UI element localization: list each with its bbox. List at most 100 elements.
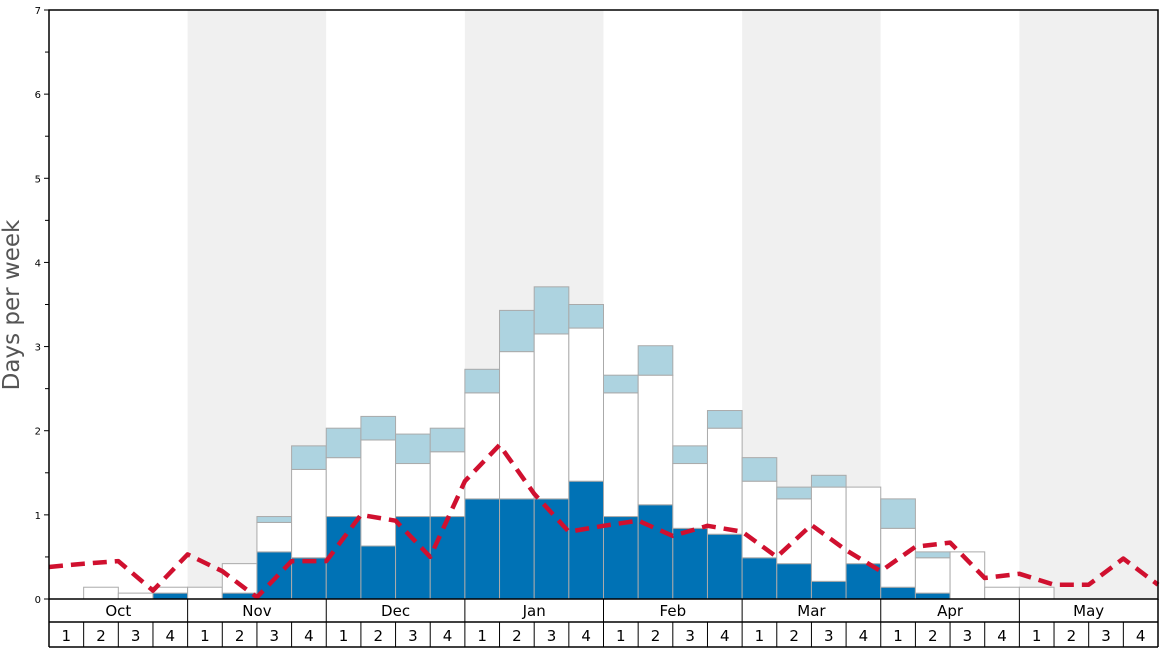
bar-light — [325, 427, 362, 459]
week-label: 2 — [235, 627, 245, 645]
bar-white — [325, 457, 362, 518]
week-label: 4 — [304, 627, 314, 645]
y-tick-label: 3 — [35, 343, 41, 354]
bar-dark — [152, 592, 189, 600]
bar-dark — [776, 563, 812, 600]
bar-light — [499, 309, 535, 353]
bar-light — [706, 410, 743, 429]
month-label: Mar — [797, 602, 826, 620]
y-tick-label: 0 — [35, 595, 41, 606]
week-label: 3 — [269, 627, 279, 645]
week-label: 4 — [859, 627, 869, 645]
bar-white — [395, 463, 431, 518]
bar-white — [672, 463, 708, 529]
bar-white — [984, 586, 1020, 600]
y-tick-label: 4 — [35, 258, 41, 269]
week-label: 3 — [547, 627, 557, 645]
bar-white — [464, 392, 501, 500]
month-label: Feb — [660, 602, 687, 620]
week-label: 4 — [166, 627, 176, 645]
bar-dark — [741, 557, 778, 600]
bar-white — [429, 451, 466, 518]
bar-white — [603, 392, 639, 518]
bar-white — [256, 521, 293, 553]
bar-white — [914, 557, 951, 594]
bar-light — [672, 445, 708, 465]
bars — [83, 286, 1055, 600]
bar-light — [880, 498, 916, 529]
week-label: 1 — [477, 627, 487, 645]
week-label: 2 — [651, 627, 661, 645]
bar-white — [741, 480, 778, 559]
month-band — [1019, 10, 1158, 599]
month-label: Oct — [105, 602, 131, 620]
y-tick-label: 6 — [35, 90, 41, 101]
bar-dark — [568, 480, 604, 600]
week-label: 2 — [96, 627, 106, 645]
week-label: 1 — [200, 627, 210, 645]
week-label: 3 — [685, 627, 695, 645]
bar-dark — [637, 504, 674, 600]
week-label: 4 — [997, 627, 1007, 645]
bar-light — [914, 551, 951, 559]
month-label: Jan — [522, 602, 546, 620]
week-label: 1 — [62, 627, 72, 645]
bar-dark — [880, 586, 916, 600]
week-label: 4 — [443, 627, 453, 645]
week-label: 1 — [893, 627, 903, 645]
month-label: Nov — [242, 602, 271, 620]
bar-light — [776, 486, 812, 500]
week-label: 3 — [824, 627, 834, 645]
month-label: Dec — [381, 602, 410, 620]
bar-dark — [429, 516, 466, 600]
week-label: 3 — [1101, 627, 1111, 645]
bar-white — [291, 468, 327, 559]
month-label: Apr — [937, 602, 964, 620]
week-label: 1 — [616, 627, 626, 645]
average-line — [48, 442, 1160, 600]
y-axis-label: Days per week — [0, 219, 25, 391]
week-label: 3 — [131, 627, 141, 645]
week-axis: 1 2 3 4 1 2 3 4 1 2 3 4 1 2 3 4 1 2 3 4 1 2 3 4 1 2 3 4 1 2 3 4 — [62, 622, 1146, 647]
bar-white — [533, 333, 570, 500]
bar-white — [117, 592, 154, 600]
month-label: May — [1073, 602, 1104, 620]
bar-white — [187, 586, 223, 600]
bar-dark — [395, 516, 431, 600]
bar-white — [637, 374, 674, 506]
bar-white — [880, 527, 916, 588]
week-label: 3 — [408, 627, 418, 645]
bar-dark — [672, 527, 708, 600]
bar-white — [706, 427, 743, 535]
y-tick-label: 2 — [35, 427, 41, 438]
week-label: 2 — [512, 627, 522, 645]
bar-light — [464, 368, 501, 394]
week-label: 4 — [1136, 627, 1146, 645]
week-label: 1 — [755, 627, 765, 645]
month-band — [49, 10, 188, 599]
bar-light — [256, 516, 293, 523]
bar-white — [360, 439, 397, 547]
bar-light — [810, 474, 847, 488]
bar-dark — [291, 557, 327, 600]
bar-light — [603, 374, 639, 394]
bar-dark — [325, 516, 362, 600]
week-label: 4 — [720, 627, 730, 645]
week-label: 2 — [1067, 627, 1077, 645]
y-tick-label: 7 — [35, 6, 41, 17]
y-tick-label: 1 — [35, 511, 41, 522]
y-tick-label: 5 — [35, 174, 41, 185]
bar-dark — [603, 516, 639, 600]
bar-light — [741, 457, 778, 482]
bar-dark — [706, 533, 743, 600]
week-label: 3 — [963, 627, 973, 645]
week-label: 2 — [373, 627, 383, 645]
bar-light — [568, 304, 604, 329]
bar-dark — [914, 592, 951, 600]
bar-dark — [499, 498, 535, 600]
y-axis: 0 1 2 3 4 5 6 7 — [35, 6, 49, 606]
week-label: 2 — [928, 627, 938, 645]
bar-light — [395, 433, 431, 465]
bar-white — [810, 486, 847, 582]
bar-light — [429, 427, 466, 453]
